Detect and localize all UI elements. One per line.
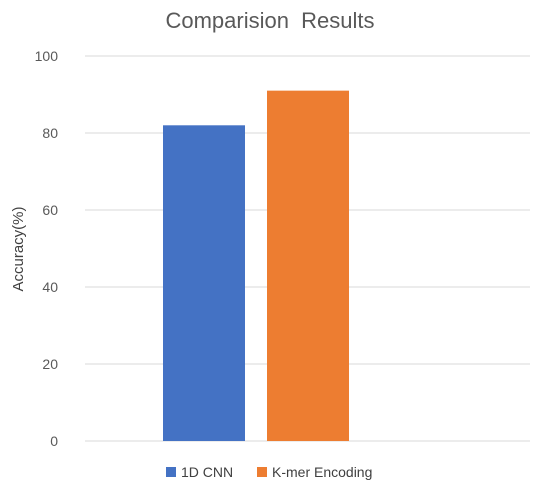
y-axis-label: Accuracy(%) bbox=[10, 206, 27, 291]
legend-swatch bbox=[257, 467, 267, 477]
y-tick-label: 20 bbox=[42, 356, 58, 372]
y-tick-label: 0 bbox=[50, 433, 58, 449]
legend-label: K-mer Encoding bbox=[272, 464, 372, 480]
legend-swatch bbox=[166, 467, 176, 477]
y-axis-ticks: 0 20 40 60 80 100 bbox=[35, 48, 59, 449]
legend-label: 1D CNN bbox=[181, 464, 233, 480]
bars bbox=[163, 90, 349, 442]
y-tick-label: 100 bbox=[35, 48, 59, 64]
legend: 1D CNN K-mer Encoding bbox=[166, 464, 372, 480]
y-tick-label: 40 bbox=[42, 279, 58, 295]
y-tick-label: 60 bbox=[42, 202, 58, 218]
bar-1d-cnn bbox=[163, 125, 245, 442]
chart-title: Comparision Results bbox=[165, 8, 374, 33]
bar-k-mer-encoding bbox=[267, 90, 349, 442]
y-tick-label: 80 bbox=[42, 125, 58, 141]
